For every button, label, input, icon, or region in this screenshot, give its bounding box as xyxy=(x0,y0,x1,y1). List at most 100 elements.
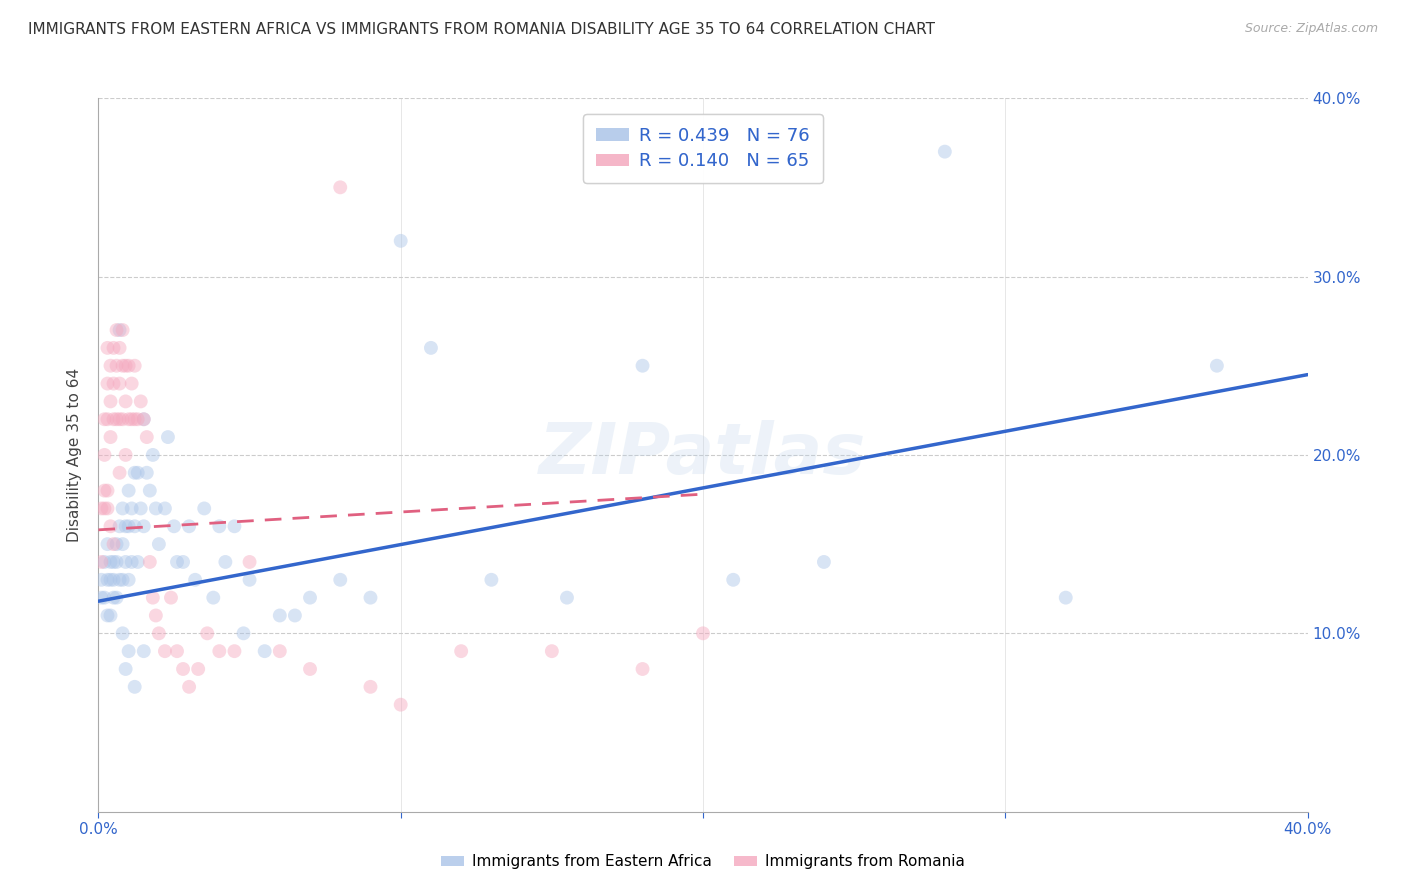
Point xyxy=(108,376,131,391)
Point xyxy=(108,519,131,533)
Legend: R = 0.439   N = 76, R = 0.140   N = 65: R = 0.439 N = 76, R = 0.140 N = 65 xyxy=(583,114,823,183)
Point xyxy=(111,323,134,337)
Point xyxy=(127,412,149,426)
Text: ZIPatlas: ZIPatlas xyxy=(540,420,866,490)
Point xyxy=(93,412,115,426)
Point xyxy=(132,644,155,658)
Point xyxy=(96,412,118,426)
Point xyxy=(114,662,136,676)
Point xyxy=(179,680,201,694)
Point xyxy=(90,591,112,605)
Point xyxy=(420,341,443,355)
Point xyxy=(540,644,562,658)
Point xyxy=(108,573,131,587)
Point xyxy=(214,555,236,569)
Point xyxy=(105,412,128,426)
Point xyxy=(118,519,141,533)
Point xyxy=(148,626,170,640)
Point xyxy=(142,591,165,605)
Point xyxy=(139,555,162,569)
Point xyxy=(135,430,157,444)
Point xyxy=(114,394,136,409)
Point xyxy=(202,591,225,605)
Point xyxy=(555,591,578,605)
Point xyxy=(184,573,207,587)
Point xyxy=(127,466,149,480)
Point xyxy=(193,501,215,516)
Point xyxy=(329,180,352,194)
Point xyxy=(111,537,134,551)
Point xyxy=(153,644,176,658)
Point xyxy=(103,573,125,587)
Point xyxy=(389,698,412,712)
Point xyxy=(105,591,128,605)
Point xyxy=(481,573,503,587)
Point xyxy=(121,501,143,516)
Point xyxy=(100,573,122,587)
Point xyxy=(139,483,162,498)
Point xyxy=(103,341,125,355)
Text: IMMIGRANTS FROM EASTERN AFRICA VS IMMIGRANTS FROM ROMANIA DISABILITY AGE 35 TO 6: IMMIGRANTS FROM EASTERN AFRICA VS IMMIGR… xyxy=(28,22,935,37)
Point xyxy=(179,519,201,533)
Point xyxy=(142,448,165,462)
Point xyxy=(284,608,307,623)
Point xyxy=(813,555,835,569)
Point xyxy=(105,537,128,551)
Point xyxy=(108,323,131,337)
Point xyxy=(269,644,291,658)
Point xyxy=(450,644,472,658)
Point xyxy=(118,644,141,658)
Point xyxy=(329,573,352,587)
Point xyxy=(135,466,157,480)
Point xyxy=(100,394,122,409)
Point xyxy=(156,430,179,444)
Point xyxy=(129,501,152,516)
Point xyxy=(105,359,128,373)
Point xyxy=(723,573,745,587)
Point xyxy=(224,644,246,658)
Point xyxy=(111,626,134,640)
Point xyxy=(121,412,143,426)
Point xyxy=(100,359,122,373)
Point xyxy=(124,359,146,373)
Point xyxy=(90,573,112,587)
Point xyxy=(108,466,131,480)
Point xyxy=(114,359,136,373)
Point xyxy=(114,555,136,569)
Point xyxy=(360,680,382,694)
Point xyxy=(208,519,231,533)
Text: Source: ZipAtlas.com: Source: ZipAtlas.com xyxy=(1244,22,1378,36)
Point xyxy=(124,519,146,533)
Point xyxy=(132,519,155,533)
Point xyxy=(93,483,115,498)
Point xyxy=(299,662,322,676)
Point xyxy=(96,573,118,587)
Point xyxy=(90,501,112,516)
Point xyxy=(299,591,322,605)
Point xyxy=(1206,359,1229,373)
Point xyxy=(360,591,382,605)
Point xyxy=(103,555,125,569)
Point xyxy=(103,537,125,551)
Point xyxy=(100,430,122,444)
Point xyxy=(118,412,141,426)
Point xyxy=(96,608,118,623)
Point xyxy=(166,555,188,569)
Point xyxy=(172,662,194,676)
Point xyxy=(103,376,125,391)
Point xyxy=(239,573,262,587)
Point xyxy=(114,448,136,462)
Point xyxy=(118,483,141,498)
Legend: Immigrants from Eastern Africa, Immigrants from Romania: Immigrants from Eastern Africa, Immigran… xyxy=(434,848,972,875)
Point xyxy=(90,555,112,569)
Point xyxy=(239,555,262,569)
Point xyxy=(224,519,246,533)
Point xyxy=(121,376,143,391)
Point xyxy=(111,412,134,426)
Point xyxy=(93,591,115,605)
Point xyxy=(124,466,146,480)
Point xyxy=(232,626,254,640)
Point xyxy=(692,626,714,640)
Point xyxy=(129,394,152,409)
Point xyxy=(118,359,141,373)
